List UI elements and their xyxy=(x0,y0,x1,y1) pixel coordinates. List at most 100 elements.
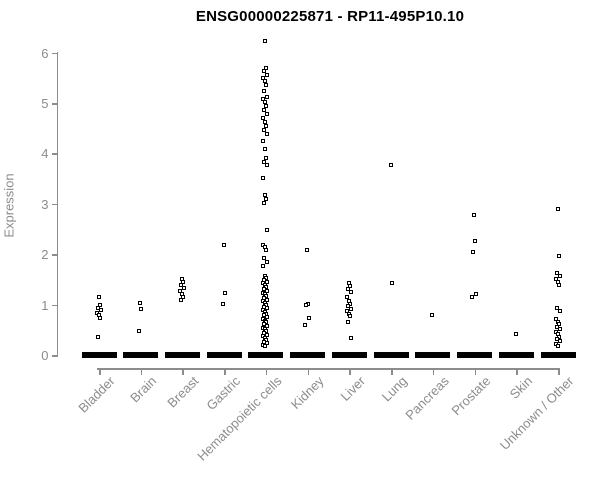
chart-title: ENSG00000225871 - RP11-495P10.10 xyxy=(195,8,465,25)
y-axis-tick xyxy=(51,304,57,307)
x-axis-tick xyxy=(474,369,477,375)
data-point xyxy=(264,302,269,307)
data-point xyxy=(262,159,267,164)
x-category-label: Prostate xyxy=(448,373,494,419)
x-axis-tick xyxy=(99,369,101,375)
data-point xyxy=(430,313,435,318)
y-axis-label: Expression xyxy=(1,173,17,238)
data-point xyxy=(262,255,267,260)
data-point xyxy=(261,116,266,121)
data-point xyxy=(348,290,353,295)
x-axis-tick xyxy=(349,369,351,375)
data-point xyxy=(264,156,269,161)
data-point xyxy=(344,294,349,299)
x-axis-tick xyxy=(391,369,393,375)
data-point xyxy=(513,331,518,336)
data-point xyxy=(222,291,227,296)
y-axis-tick xyxy=(51,355,57,357)
zero-expression-cluster xyxy=(81,352,117,358)
y-tick-label: 5 xyxy=(41,96,49,112)
x-axis-line xyxy=(97,368,561,370)
x-category-label: Unknown / Other xyxy=(497,373,577,453)
data-point xyxy=(265,72,270,77)
data-point xyxy=(265,279,270,284)
zero-expression-cluster xyxy=(498,352,534,358)
y-tick-label: 0 xyxy=(41,348,49,363)
data-point xyxy=(555,344,560,349)
x-axis-tick xyxy=(265,369,268,375)
data-point xyxy=(98,308,103,313)
data-point xyxy=(471,250,476,255)
zero-expression-cluster xyxy=(248,352,284,358)
data-point xyxy=(264,65,269,70)
data-point xyxy=(263,120,268,125)
x-category-label: Pancreas xyxy=(402,373,452,423)
data-point xyxy=(472,213,477,218)
data-point xyxy=(557,274,562,279)
data-point xyxy=(265,112,270,117)
x-axis-tick xyxy=(432,369,435,375)
data-point xyxy=(262,88,267,93)
zero-expression-cluster xyxy=(540,352,576,358)
zero-expression-cluster xyxy=(290,352,326,358)
zero-expression-cluster xyxy=(373,352,409,358)
x-axis-tick xyxy=(307,369,310,375)
data-point xyxy=(262,200,267,205)
x-category-label: Skin xyxy=(506,373,536,402)
data-point xyxy=(470,295,475,300)
x-axis-tick xyxy=(558,369,560,375)
data-point xyxy=(137,329,142,334)
data-point xyxy=(473,238,478,243)
data-point xyxy=(263,99,268,104)
data-point xyxy=(307,315,312,320)
data-point xyxy=(348,306,353,311)
data-point xyxy=(265,288,270,293)
data-point xyxy=(345,287,350,291)
zero-expression-cluster xyxy=(164,352,200,358)
data-point xyxy=(262,295,267,300)
x-category-label: Gastric xyxy=(203,373,244,414)
y-axis-tick xyxy=(51,203,57,206)
data-point xyxy=(265,227,270,232)
data-point xyxy=(303,323,308,328)
data-point xyxy=(261,139,266,144)
data-point xyxy=(264,337,269,342)
data-point xyxy=(221,242,226,247)
data-point xyxy=(556,283,561,288)
x-category-label: Hematopoietic cells xyxy=(194,373,285,464)
data-point xyxy=(264,196,269,201)
data-point xyxy=(557,327,562,332)
data-point xyxy=(95,305,100,310)
data-point xyxy=(265,323,270,328)
y-tick-label: 3 xyxy=(41,196,49,212)
x-category-label: Liver xyxy=(337,373,369,404)
data-point xyxy=(97,316,102,321)
y-tick-label: 4 xyxy=(41,146,49,162)
data-point xyxy=(556,254,561,259)
x-category-label: Bladder xyxy=(75,373,118,416)
data-point xyxy=(345,304,350,309)
data-point xyxy=(265,341,270,346)
data-point xyxy=(554,270,559,275)
data-point xyxy=(388,163,393,168)
data-point xyxy=(557,309,562,314)
zero-expression-cluster xyxy=(206,352,242,358)
x-category-label: Kidney xyxy=(287,373,327,413)
data-point xyxy=(264,83,269,88)
data-point xyxy=(264,284,269,289)
data-point xyxy=(263,344,268,349)
data-point xyxy=(555,207,560,212)
data-point xyxy=(265,315,270,320)
y-axis-tick xyxy=(51,153,57,155)
data-point xyxy=(181,285,186,290)
data-point xyxy=(557,339,562,344)
x-axis-tick xyxy=(224,369,226,375)
y-tick-label: 1 xyxy=(41,297,49,313)
data-point xyxy=(178,298,183,303)
data-point xyxy=(554,306,559,311)
x-axis-tick xyxy=(516,369,518,375)
x-axis-tick xyxy=(140,369,143,375)
data-point xyxy=(265,132,270,137)
x-category-label: Lung xyxy=(378,373,411,405)
